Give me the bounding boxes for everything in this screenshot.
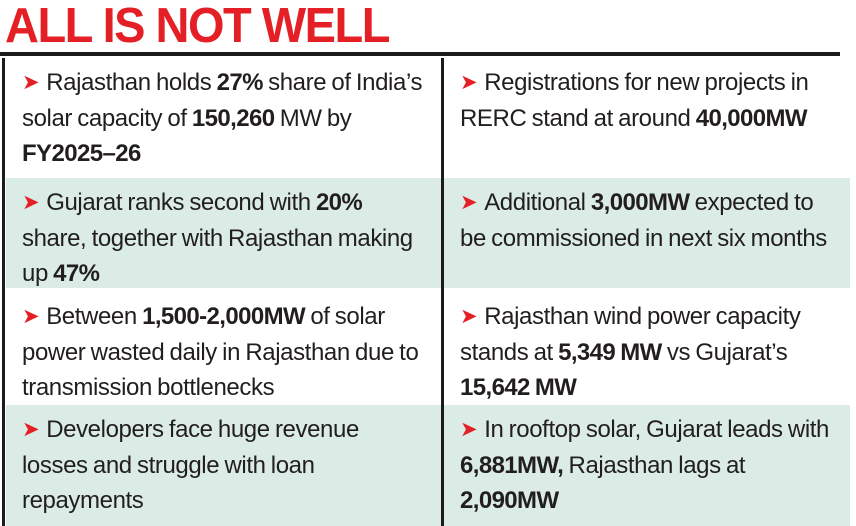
bullet-text-segment: of solar power wasted daily in Rajasthan… — [22, 303, 419, 401]
bullet-text-segment: 150,260 — [191, 105, 275, 132]
bullet-text-segment: share, together with Rajasthan making up — [22, 225, 413, 287]
bullet-item: ➤ Rajasthan holds 27% share of India’s so… — [6, 58, 441, 173]
column-divider — [441, 58, 444, 526]
title-underline-rule — [0, 52, 840, 56]
bullet-arrow-icon: ➤ — [22, 418, 40, 441]
bullet-text-segment: expected to be commissioned in next six … — [460, 189, 827, 252]
bullet-item: ➤ Developers face huge revenue losses and… — [6, 405, 441, 526]
page-title: ALL IS NOT WELL — [5, 0, 390, 53]
bullet-text-segment: MW by — [274, 105, 352, 132]
bullet-text-segment: Developers face huge revenue losses and … — [22, 416, 359, 514]
bullet-item: ➤ Rajasthan wind power capacity stands at… — [441, 292, 850, 403]
panel-left-border — [2, 58, 5, 526]
bullet-text-segment: vs Gujarat’s — [661, 339, 788, 366]
bullet-text-segment: 20% — [315, 189, 363, 216]
bullet-arrow-icon: ➤ — [460, 71, 478, 94]
bullet-item: ➤ Additional 3,000MW expected to be commi… — [441, 178, 850, 288]
bullet-text-segment: FY2025–26 — [22, 140, 141, 167]
bullet-text-segment: 3,000MW — [590, 189, 690, 216]
bullet-text-segment: share of India’s solar capacity of — [22, 69, 423, 132]
row-4: ➤ Developers face huge revenue losses and… — [6, 405, 850, 526]
bullet-text-segment: Between — [46, 303, 143, 330]
bullet-item: ➤ Between 1,500-2,000MW of solar power wa… — [6, 292, 441, 403]
row-3: ➤ Between 1,500-2,000MW of solar power wa… — [6, 292, 850, 403]
bullet-arrow-icon: ➤ — [460, 305, 478, 328]
bullet-arrow-icon: ➤ — [22, 305, 40, 328]
bullet-item: ➤ Registrations for new projects in RERC … — [441, 58, 850, 173]
bullet-text-segment: 2,090MW — [460, 487, 559, 514]
bullet-text-segment: Rajasthan lags at — [563, 452, 746, 479]
bullet-text-segment: Gujarat ranks second with — [46, 189, 316, 216]
bullet-arrow-icon: ➤ — [460, 418, 478, 441]
bullet-text-segment: 27% — [216, 69, 264, 96]
bullet-text-segment: Registrations for new projects in RERC s… — [460, 69, 809, 132]
bullet-text-segment: 6,881MW, — [460, 452, 564, 479]
row-2: ➤ Gujarat ranks second with 20% share, to… — [6, 178, 850, 288]
bullet-item: ➤ In rooftop solar, Gujarat leads with 6,… — [441, 405, 850, 526]
bullet-item: ➤ Gujarat ranks second with 20% share, to… — [6, 178, 441, 288]
bullet-text-segment: 47% — [53, 260, 100, 287]
bullet-text-segment: Rajasthan wind power capacity stands at — [460, 303, 801, 366]
bullet-arrow-icon: ➤ — [22, 71, 40, 94]
bullet-text-segment: 15,642 MW — [460, 374, 577, 401]
bullet-arrow-icon: ➤ — [460, 191, 478, 214]
row-1: ➤ Rajasthan holds 27% share of India’s so… — [6, 58, 850, 173]
bullet-text-segment: Additional — [484, 189, 591, 216]
bullet-arrow-icon: ➤ — [22, 191, 40, 214]
bullet-text-segment: 1,500-2,000MW — [142, 303, 306, 330]
bullet-text-segment: Rajasthan holds — [46, 69, 217, 96]
bullet-text-segment: 40,000MW — [695, 105, 808, 132]
bullet-text-segment: 5,349 MW — [558, 339, 662, 366]
bullet-text-segment: In rooftop solar, Gujarat leads with — [484, 416, 829, 443]
